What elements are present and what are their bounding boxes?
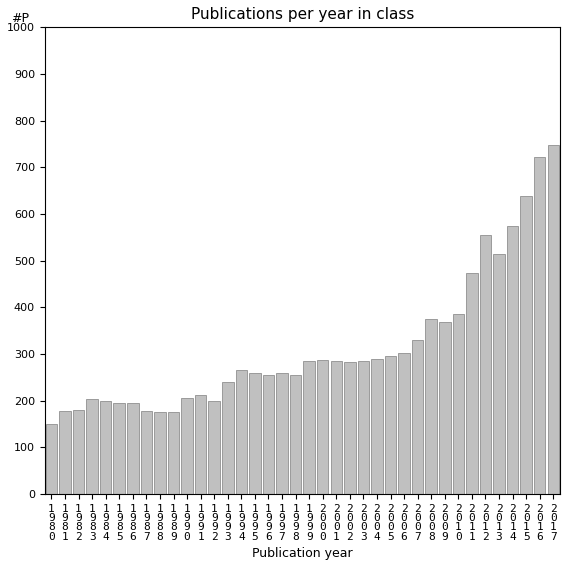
- Bar: [59, 411, 71, 494]
- Bar: [507, 226, 518, 494]
- Bar: [452, 315, 464, 494]
- Bar: [385, 357, 396, 494]
- Bar: [290, 375, 301, 494]
- Bar: [331, 361, 342, 494]
- Bar: [222, 382, 234, 494]
- Bar: [113, 403, 125, 494]
- Text: #P: #P: [11, 12, 29, 25]
- Bar: [168, 412, 179, 494]
- Bar: [493, 253, 505, 494]
- Bar: [263, 375, 274, 494]
- Bar: [371, 359, 383, 494]
- Bar: [249, 373, 261, 494]
- Bar: [344, 362, 356, 494]
- Bar: [399, 353, 410, 494]
- Bar: [358, 361, 369, 494]
- Bar: [86, 399, 98, 494]
- Bar: [439, 323, 451, 494]
- Title: Publications per year in class: Publications per year in class: [191, 7, 414, 22]
- Bar: [534, 156, 545, 494]
- Bar: [317, 360, 328, 494]
- Bar: [181, 397, 193, 494]
- Bar: [46, 424, 57, 494]
- Bar: [466, 273, 477, 494]
- Bar: [425, 319, 437, 494]
- Bar: [276, 373, 288, 494]
- Bar: [209, 401, 220, 494]
- Bar: [412, 340, 424, 494]
- Bar: [235, 370, 247, 494]
- Bar: [521, 196, 532, 494]
- Bar: [548, 145, 559, 494]
- Bar: [195, 395, 206, 494]
- Bar: [154, 412, 166, 494]
- Bar: [141, 411, 152, 494]
- Bar: [303, 361, 315, 494]
- X-axis label: Publication year: Publication year: [252, 547, 353, 560]
- Bar: [73, 410, 84, 494]
- Bar: [127, 403, 138, 494]
- Bar: [480, 235, 491, 494]
- Bar: [100, 401, 112, 494]
